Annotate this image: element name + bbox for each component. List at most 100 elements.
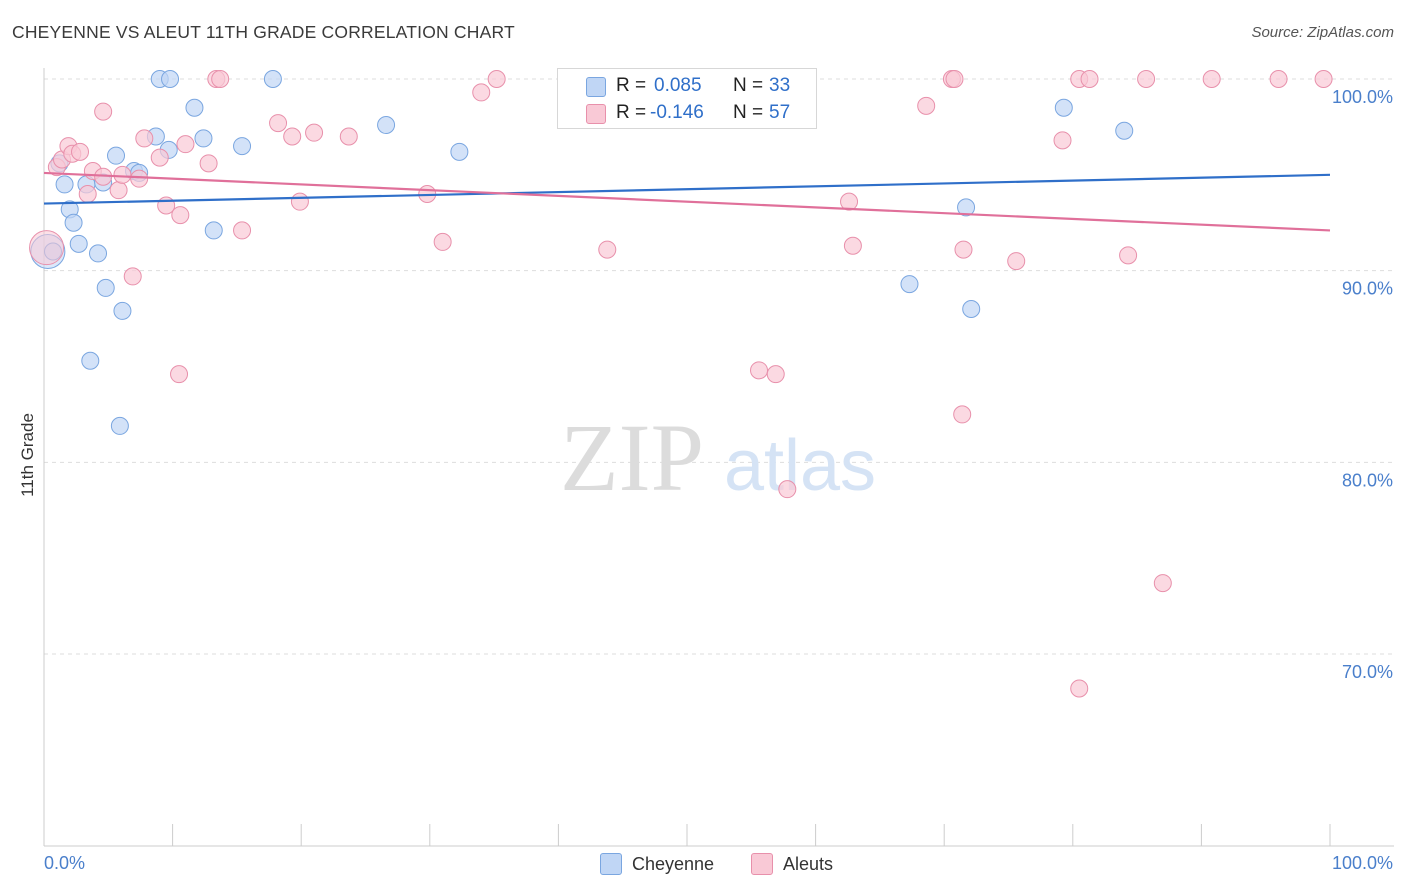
aleuts-point-43 <box>945 70 964 88</box>
aleuts-point-25 <box>283 127 302 146</box>
aleuts-point-27 <box>305 123 324 142</box>
legend-swatch-cheyenne <box>586 77 606 97</box>
cheyenne-point-31 <box>1054 98 1073 117</box>
aleuts-point-17 <box>171 206 190 225</box>
aleuts-point-15 <box>150 148 169 167</box>
aleuts-point-26 <box>290 192 309 211</box>
legend-r-value-aleuts: -0.146 <box>650 102 704 123</box>
aleuts-point-13 <box>130 169 149 188</box>
aleuts-point-24 <box>269 114 288 133</box>
aleuts-point-20 <box>199 154 218 173</box>
cheyenne-point-5 <box>64 213 83 232</box>
aleuts-point-52 <box>1137 70 1156 88</box>
bottom-legend-cheyenne: Cheyenne <box>600 852 714 876</box>
watermark: ZIP atlas <box>560 404 876 511</box>
cheyenne-point-22 <box>194 129 213 148</box>
aleuts-point-56 <box>1314 70 1333 88</box>
bottom-legend-swatch-aleuts <box>751 853 773 875</box>
tick-labels: 0.0% 100.0% 70.0% 80.0% 90.0% 100.0% <box>44 87 1393 873</box>
legend-swatch-aleuts <box>586 104 606 124</box>
cheyenne-point-29 <box>957 198 976 217</box>
cheyenne-point-3 <box>55 175 74 194</box>
bottom-legend-swatch-cheyenne <box>600 853 622 875</box>
cheyenne-point-28 <box>900 275 919 294</box>
cheyenne-point-27 <box>450 142 469 161</box>
chart-source: Source: ZipAtlas.com <box>1251 24 1394 41</box>
legend-n-label-cheyenne: N = <box>733 75 764 96</box>
aleuts-point-39 <box>840 192 859 211</box>
aleuts-point-54 <box>1202 70 1221 88</box>
bottom-legend-label-aleuts: Aleuts <box>783 853 834 874</box>
cheyenne-point-23 <box>204 221 223 240</box>
bottom-legend-label-cheyenne: Cheyenne <box>632 853 715 874</box>
aleuts-point-11 <box>94 102 113 121</box>
cheyenne-trend-line <box>43 173 1331 205</box>
legend-n-label-aleuts: N = <box>733 102 764 123</box>
watermark-zip: ZIP <box>560 404 704 511</box>
aleuts-point-9 <box>109 181 128 200</box>
aleuts-point-44 <box>954 240 973 259</box>
aleuts-trend-line <box>43 171 1331 232</box>
axes <box>43 68 1394 847</box>
cheyenne-point-11 <box>81 351 100 370</box>
aleuts-point-22 <box>211 70 230 88</box>
y-tick-label-90: 90.0% <box>1342 279 1393 299</box>
aleuts-point-19 <box>170 365 189 384</box>
correlation-legend: R = 0.085 N = 33 R = -0.146 N = 57 <box>557 68 817 129</box>
cheyenne-point-12 <box>107 146 126 165</box>
trend-lines <box>43 171 1331 232</box>
aleuts-point-37 <box>766 365 785 384</box>
aleuts-point-55 <box>1269 70 1288 88</box>
aleuts-point-46 <box>1007 252 1026 271</box>
cheyenne-point-26 <box>377 116 396 134</box>
legend-n-value-aleuts: 57 <box>769 102 791 123</box>
aleuts-point-5 <box>71 142 90 161</box>
aleuts-points <box>29 70 1333 698</box>
legend-r-label-aleuts: R = <box>616 102 647 123</box>
legend-r-value-cheyenne: 0.085 <box>654 75 702 96</box>
cheyenne-point-6 <box>69 234 88 253</box>
cheyenne-point-30 <box>962 300 981 318</box>
aleuts-point-50 <box>1070 679 1089 698</box>
x-tick-label-max: 100.0% <box>1332 853 1393 873</box>
y-tick-label-70: 70.0% <box>1342 662 1393 682</box>
cheyenne-point-21 <box>185 98 204 117</box>
aleuts-point-49 <box>1080 70 1099 88</box>
aleuts-point-12 <box>123 267 142 286</box>
watermark-atlas: atlas <box>724 426 876 506</box>
aleuts-point-32 <box>487 70 506 88</box>
aleuts-point-14 <box>135 129 154 148</box>
cheyenne-point-32 <box>1115 121 1134 140</box>
cheyenne-point-14 <box>113 301 132 320</box>
cheyenne-point-20 <box>161 70 180 88</box>
aleuts-point-47 <box>1053 131 1072 150</box>
cheyenne-point-8 <box>89 244 108 263</box>
cheyenne-point-10 <box>96 278 115 297</box>
y-tick-label-100: 100.0% <box>1332 87 1393 107</box>
aleuts-point-38 <box>778 480 797 499</box>
aleuts-point-53 <box>1153 574 1172 593</box>
chart-title: CHEYENNE VS ALEUT 11TH GRADE CORRELATION… <box>12 22 515 42</box>
aleuts-point-40 <box>843 236 862 255</box>
aleuts-point-33 <box>598 240 617 259</box>
aleuts-point-51 <box>1119 246 1138 265</box>
legend-n-value-cheyenne: 33 <box>769 75 791 96</box>
y-tick-label-80: 80.0% <box>1342 470 1393 490</box>
aleuts-point-0 <box>29 230 65 266</box>
aleuts-point-30 <box>433 232 452 251</box>
x-tick-label-min: 0.0% <box>44 853 85 873</box>
aleuts-point-23 <box>233 221 252 240</box>
bottom-legend-aleuts: Aleuts <box>751 852 833 876</box>
legend-r-label-cheyenne: R = <box>616 75 647 96</box>
aleuts-point-45 <box>953 405 972 424</box>
aleuts-point-28 <box>339 127 358 146</box>
cheyenne-point-25 <box>263 70 282 88</box>
aleuts-point-35 <box>750 361 769 380</box>
gridlines <box>44 78 1394 655</box>
aleuts-point-41 <box>917 96 936 115</box>
cheyenne-point-24 <box>233 137 252 156</box>
aleuts-point-18 <box>176 135 195 154</box>
aleuts-point-6 <box>78 185 97 203</box>
aleuts-point-10 <box>113 165 132 184</box>
